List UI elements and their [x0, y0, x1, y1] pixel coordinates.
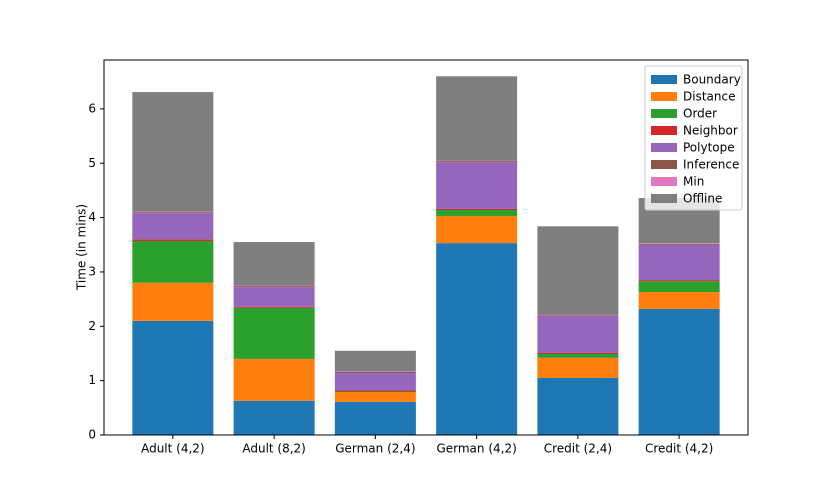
x-tick-label: German (4,2) [436, 442, 516, 456]
plot-frame [103, 59, 749, 436]
bar-segment [233, 286, 315, 288]
bar-segment [436, 243, 518, 435]
legend-swatch [651, 126, 677, 135]
bar-segment [132, 211, 214, 213]
bar-segment [638, 243, 720, 245]
bar-segment [436, 160, 518, 162]
bar-segment [132, 92, 214, 212]
y-tick-label: 4 [88, 210, 96, 224]
legend-label: Order [683, 107, 717, 121]
bar-segment [132, 213, 214, 240]
bar-segment [436, 208, 518, 210]
bar-segment [334, 371, 416, 372]
bar-segment [334, 392, 416, 402]
bar-segment [537, 315, 619, 316]
legend-label: Min [683, 175, 704, 189]
bar-segment [537, 357, 619, 378]
x-tick-label: Adult (4,2) [141, 442, 205, 456]
bar-segment [233, 400, 315, 435]
legend-swatch [651, 92, 677, 101]
legend-swatch [651, 177, 677, 186]
legend-label: Inference [683, 158, 739, 172]
y-tick-label: 0 [88, 428, 96, 442]
legend-swatch [651, 143, 677, 152]
x-tick-label: Credit (2,4) [544, 442, 612, 456]
legend-label: Polytope [683, 141, 735, 155]
x-tick-label: German (2,4) [335, 442, 415, 456]
legend-swatch [651, 109, 677, 118]
bar-segment [436, 161, 518, 163]
bar-segment [436, 76, 518, 161]
bar-segment [233, 306, 315, 308]
bar-segment [334, 350, 416, 372]
bar-segment [638, 281, 720, 293]
bar-segment [132, 239, 214, 241]
bar-segment [334, 373, 416, 391]
y-tick-label: 1 [88, 373, 96, 387]
y-axis-label: Time (in mins) [75, 204, 89, 291]
bar-segment [334, 391, 416, 393]
bar-segment [233, 242, 315, 286]
bar-segment [537, 354, 619, 358]
bar-segment [537, 315, 619, 353]
bar-segment [233, 285, 315, 287]
legend-swatch [651, 75, 677, 84]
bar-segment [436, 162, 518, 209]
x-tick-label: Adult (8,2) [242, 442, 306, 456]
legend-box [644, 65, 743, 211]
y-tick-label: 3 [88, 264, 96, 278]
bar-segment [638, 308, 720, 435]
bar-segment [233, 287, 315, 307]
bar-segment [132, 212, 214, 214]
bar-segment [537, 314, 619, 316]
bar-segment [638, 280, 720, 282]
y-tick-label: 2 [88, 319, 96, 333]
x-tick-label: Credit (4,2) [645, 442, 713, 456]
bar-segment [132, 320, 214, 435]
legend-swatch [651, 194, 677, 203]
bar-segment [233, 358, 315, 401]
bar-segment [638, 244, 720, 281]
legend-label: Neighbor [683, 124, 738, 138]
bar-segment [334, 401, 416, 435]
bar-segment [436, 210, 518, 216]
legend-label: Distance [683, 90, 735, 104]
bar-segment [638, 292, 720, 309]
legend-label: Offline [683, 192, 722, 206]
bar-segment [436, 215, 518, 244]
y-tick-label: 6 [88, 101, 96, 115]
y-tick-label: 5 [88, 156, 96, 170]
legend-label: Boundary [683, 73, 741, 87]
bar-segment [638, 243, 720, 244]
bar-segment [334, 390, 416, 392]
legend-swatch [651, 160, 677, 169]
bar-segment [537, 352, 619, 355]
bar-segment [334, 371, 416, 374]
bar-segment [537, 377, 619, 435]
bar-segment [132, 240, 214, 283]
bar-segment [233, 307, 315, 359]
bar-segment [537, 226, 619, 315]
bar-segment [132, 282, 214, 321]
